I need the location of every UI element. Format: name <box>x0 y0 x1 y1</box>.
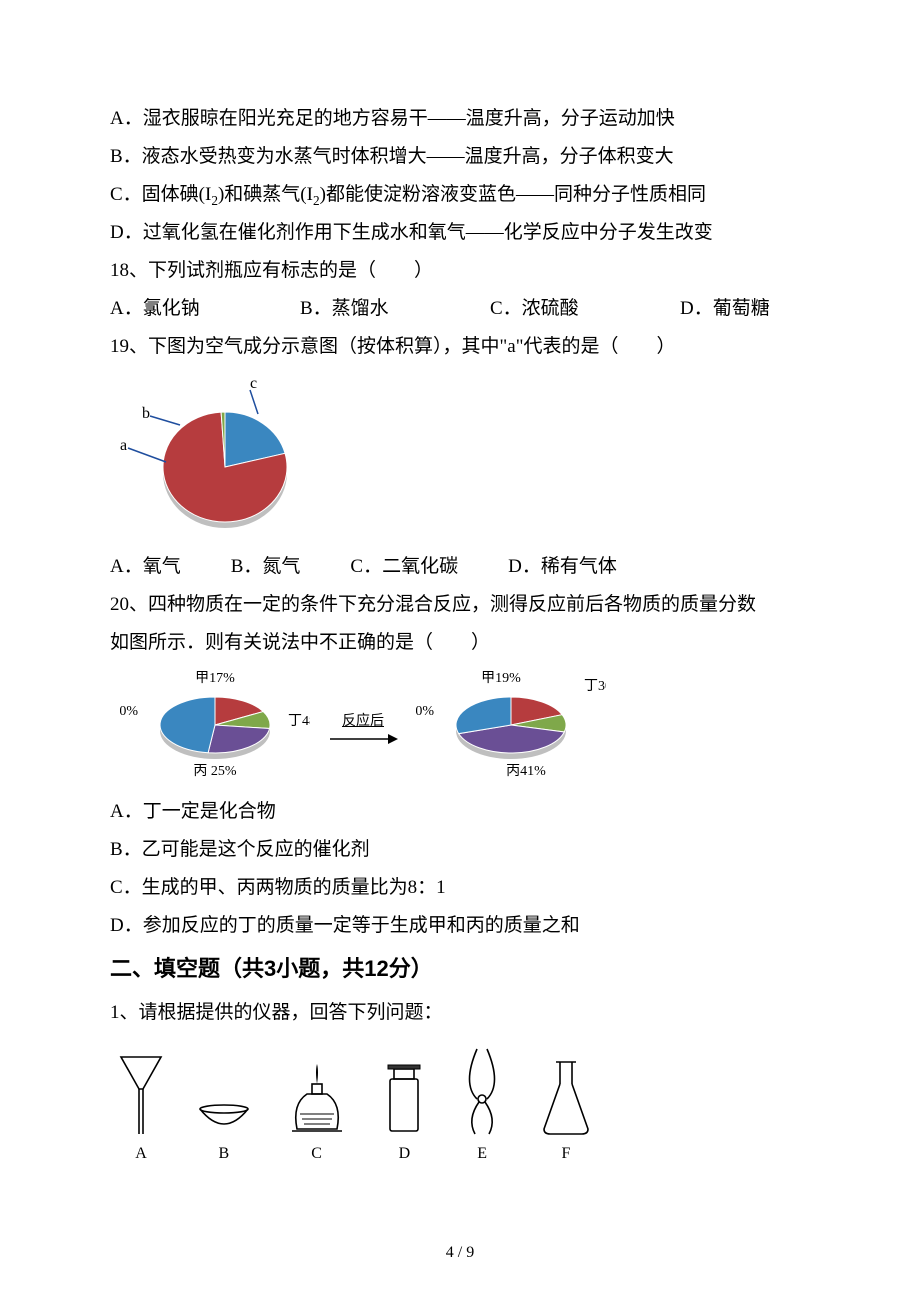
q17-c-pre: C．固体碘(I <box>110 184 211 205</box>
evaporating-dish-icon <box>195 1099 253 1139</box>
instrument-b: B <box>195 1099 253 1163</box>
instrument-a: A <box>116 1049 166 1163</box>
q18-d: D．葡萄糖 <box>680 290 810 328</box>
svg-text:丁30%: 丁30% <box>584 679 606 694</box>
q19-c: C．二氧化碳 <box>350 548 458 586</box>
q17-c-sub1: 2 <box>211 193 218 208</box>
inst-a-letter: A <box>135 1145 147 1163</box>
svg-text:b: b <box>142 405 150 422</box>
q18-b: B．蒸馏水 <box>300 290 430 328</box>
q20-b: B．乙可能是这个反应的催化剂 <box>110 831 810 869</box>
q17-c-sub2: 2 <box>313 193 320 208</box>
gas-bottle-icon <box>380 1059 428 1139</box>
q17-option-d: D．过氧化氢在催化剂作用下生成水和氧气——化学反应中分子发生改变 <box>110 214 810 252</box>
instrument-d: D <box>380 1059 428 1163</box>
inst-c-letter: C <box>311 1145 322 1163</box>
svg-text:丙41%: 丙41% <box>506 764 546 779</box>
q17-option-b: B．液态水受热变为水蒸气时体积增大——温度升高，分子体积变大 <box>110 138 810 176</box>
q20-d: D．参加反应的丁的质量一定等于生成甲和丙的质量之和 <box>110 907 810 945</box>
footer-sep: / <box>454 1244 466 1261</box>
footer-total: 9 <box>466 1244 474 1261</box>
instrument-e: E <box>457 1044 507 1163</box>
q18-choices: A．氯化钠 B．蒸馏水 C．浓硫酸 D．葡萄糖 <box>110 290 810 328</box>
instrument-c: C <box>282 1049 352 1163</box>
inst-e-letter: E <box>477 1145 487 1163</box>
svg-text:乙10%: 乙10% <box>416 703 434 719</box>
svg-text:c: c <box>250 375 257 392</box>
inst-d-letter: D <box>399 1145 411 1163</box>
q17-c-mid: )和碘蒸气(I <box>218 184 313 205</box>
inst-f-letter: F <box>562 1145 571 1163</box>
q20-stem-1: 20、四种物质在一定的条件下充分混合反应，测得反应前后各物质的质量分数 <box>110 586 810 624</box>
svg-text:丙 25%: 丙 25% <box>193 764 236 779</box>
q20-arrow: 反应后 <box>328 710 398 746</box>
q20-arrow-label: 反应后 <box>342 710 384 730</box>
q17-option-c: C．固体碘(I2)和碘蒸气(I2)都能使淀粉溶液变蓝色——同种分子性质相同 <box>110 176 810 214</box>
q18-c: C．浓硫酸 <box>490 290 620 328</box>
q18-stem: 18、下列试剂瓶应有标志的是（ ） <box>110 252 810 290</box>
svg-text:甲17%: 甲17% <box>195 671 235 686</box>
q19-stem: 19、下图为空气成分示意图（按体积算），其中"a"代表的是（ ） <box>110 328 810 366</box>
svg-text:甲19%: 甲19% <box>481 671 521 686</box>
q19-a: A．氧气 <box>110 548 181 586</box>
inst-b-letter: B <box>218 1145 229 1163</box>
svg-text:a: a <box>120 437 127 454</box>
footer-page: 4 <box>446 1244 454 1261</box>
svg-text:乙10%: 乙10% <box>120 703 138 719</box>
svg-text:丁48%: 丁48% <box>288 714 310 729</box>
conical-flask-icon <box>536 1054 596 1139</box>
q20-stem-2: 如图所示．则有关说法中不正确的是（ ） <box>110 624 810 662</box>
section-2-title: 二、填空题（共3小题，共12分） <box>110 945 810 993</box>
page-footer: 4 / 9 <box>0 1244 920 1262</box>
q20-c: C．生成的甲、丙两物质的质量比为8：1 <box>110 869 810 907</box>
q17-c-post: )都能使淀粉溶液变蓝色——同种分子性质相同 <box>320 184 706 205</box>
q20-figure: 甲17% 乙10% 丙 25% 丁48% 反应后 甲19% 乙10% 丙41% 丁30% <box>120 670 810 785</box>
alcohol-lamp-icon <box>282 1049 352 1139</box>
sec2-q1: 1、请根据提供的仪器，回答下列问题： <box>110 994 810 1032</box>
q20-a: A．丁一定是化合物 <box>110 793 810 831</box>
q17-option-a: A．湿衣服晾在阳光充足的地方容易干——温度升高，分子运动加快 <box>110 100 810 138</box>
q19-pie-chart: c ba <box>110 372 310 542</box>
q20-after-pie: 甲19% 乙10% 丙41% 丁30% <box>416 670 606 785</box>
arrow-icon <box>328 732 398 746</box>
q19-choices: A．氧气 B．氮气 C．二氧化碳 D．稀有气体 <box>110 548 810 586</box>
q18-a: A．氯化钠 <box>110 290 240 328</box>
q19-b: B．氮气 <box>231 548 301 586</box>
instrument-row: A B C <box>116 1044 596 1163</box>
instrument-f: F <box>536 1054 596 1163</box>
page: A．湿衣服晾在阳光充足的地方容易干——温度升高，分子运动加快 B．液态水受热变为… <box>0 0 920 1302</box>
crucible-tongs-icon <box>457 1044 507 1139</box>
q19-d: D．稀有气体 <box>508 548 617 586</box>
funnel-icon <box>116 1049 166 1139</box>
q20-before-pie: 甲17% 乙10% 丙 25% 丁48% <box>120 670 310 785</box>
